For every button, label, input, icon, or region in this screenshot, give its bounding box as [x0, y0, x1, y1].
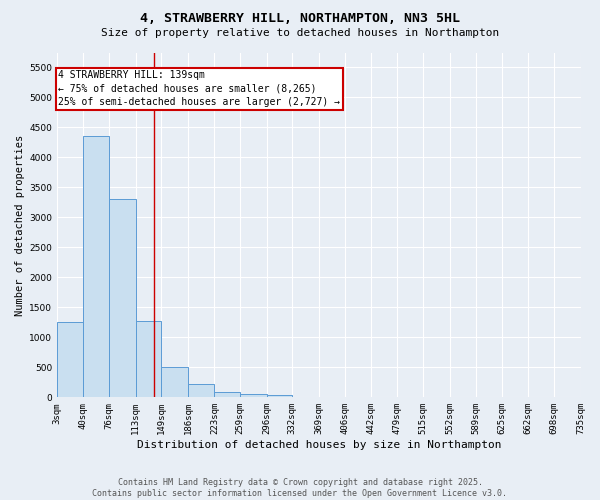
Text: 4, STRAWBERRY HILL, NORTHAMPTON, NN3 5HL: 4, STRAWBERRY HILL, NORTHAMPTON, NN3 5HL [140, 12, 460, 26]
Bar [214, 392, 240, 398]
Text: Size of property relative to detached houses in Northampton: Size of property relative to detached ho… [101, 28, 499, 38]
Text: 4 STRAWBERRY HILL: 139sqm
← 75% of detached houses are smaller (8,265)
25% of se: 4 STRAWBERRY HILL: 139sqm ← 75% of detac… [58, 70, 340, 107]
Text: Contains HM Land Registry data © Crown copyright and database right 2025.
Contai: Contains HM Land Registry data © Crown c… [92, 478, 508, 498]
Bar [136, 321, 161, 398]
Bar [83, 136, 109, 398]
Bar [188, 384, 214, 398]
Bar [266, 395, 292, 398]
Y-axis label: Number of detached properties: Number of detached properties [15, 134, 25, 316]
Bar [109, 200, 136, 398]
Bar [57, 322, 83, 398]
X-axis label: Distribution of detached houses by size in Northampton: Distribution of detached houses by size … [137, 440, 501, 450]
Bar [240, 394, 266, 398]
Bar [161, 368, 188, 398]
